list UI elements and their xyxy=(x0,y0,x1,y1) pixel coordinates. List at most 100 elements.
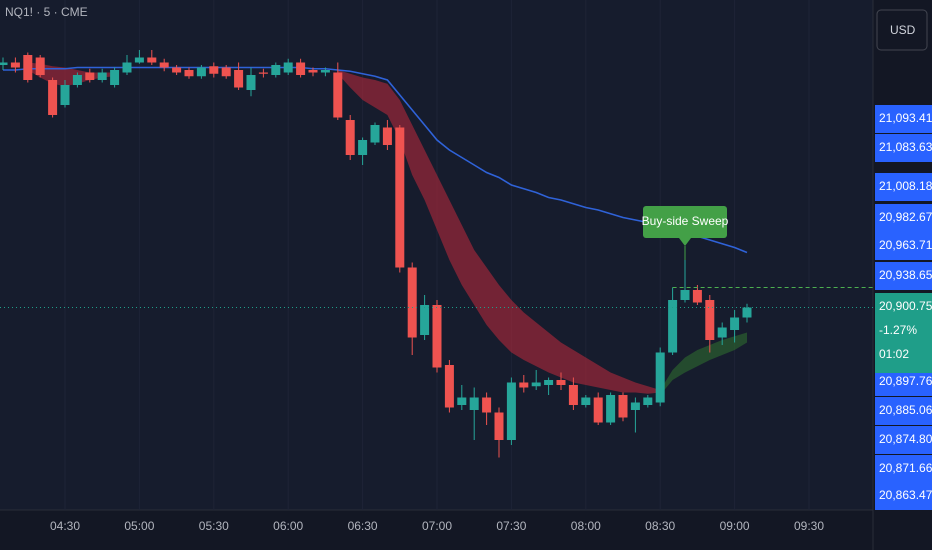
candle-body xyxy=(159,62,169,68)
candle-body xyxy=(581,397,591,405)
candle-body xyxy=(730,317,740,330)
candle-body xyxy=(444,365,454,408)
x-tick-label: 07:00 xyxy=(422,519,452,533)
x-tick-label: 04:30 xyxy=(50,519,80,533)
candle-body xyxy=(296,62,306,75)
price-label: 20,982.67 xyxy=(879,210,932,224)
price-label: 20,938.65 xyxy=(879,268,932,282)
x-tick-label: 08:00 xyxy=(571,519,601,533)
candle-body xyxy=(209,66,219,74)
candle-body xyxy=(234,70,244,88)
candle-body xyxy=(258,72,268,74)
x-tick-label: 08:30 xyxy=(645,519,675,533)
candle-body xyxy=(717,327,727,338)
price-label: 21,008.18 xyxy=(879,179,932,193)
x-tick-label: 07:30 xyxy=(496,519,526,533)
price-label: 20,885.06 xyxy=(879,403,932,417)
annotation-text: Buy-side Sweep xyxy=(642,214,729,228)
candle-body xyxy=(345,120,355,155)
candle-body xyxy=(184,70,194,77)
candle-body xyxy=(531,382,541,387)
price-label-bg xyxy=(875,232,932,260)
candle-body xyxy=(72,75,82,85)
candle-body xyxy=(134,57,144,63)
plot: Buy-side Sweep xyxy=(0,50,873,458)
price-label-bg xyxy=(875,262,932,290)
candle-body xyxy=(48,80,58,115)
candle-body xyxy=(382,127,392,145)
candle-body xyxy=(10,62,20,68)
candle-body xyxy=(283,62,293,73)
candle-body xyxy=(668,300,678,353)
x-tick-label: 06:30 xyxy=(348,519,378,533)
price-label-bg xyxy=(875,173,932,201)
candle-body xyxy=(246,75,256,90)
price-label: 21,093.41 xyxy=(879,111,932,125)
last-price-text: 20,900.75 xyxy=(879,299,932,313)
currency-button[interactable] xyxy=(876,9,928,51)
candle-body xyxy=(320,70,330,73)
cloud-band xyxy=(660,332,747,395)
candle-body xyxy=(568,385,578,405)
candle-body xyxy=(593,397,603,423)
candle-body xyxy=(630,402,640,410)
candle-body xyxy=(395,127,405,268)
time-axis-bg xyxy=(0,510,873,550)
candle-body xyxy=(556,380,566,385)
candle-body xyxy=(370,125,380,143)
candle-body xyxy=(420,305,430,335)
candle-body xyxy=(221,67,231,77)
x-tick-label: 09:30 xyxy=(794,519,824,533)
candle-body xyxy=(97,72,107,80)
candle-body xyxy=(407,267,417,338)
price-label-bg xyxy=(875,204,932,232)
price-label-bg xyxy=(875,426,932,454)
candle-body xyxy=(482,397,492,413)
candle-body xyxy=(110,70,120,85)
currency-label[interactable]: USD xyxy=(890,23,916,37)
candle-body xyxy=(122,62,132,73)
candle-body xyxy=(196,67,206,77)
x-tick-label: 05:00 xyxy=(124,519,154,533)
symbol-title: NQ1! · 5 · CME xyxy=(5,5,88,19)
price-label-bg xyxy=(875,455,932,483)
price-label: 21,083.63 xyxy=(879,140,932,154)
annotation-box xyxy=(643,206,727,238)
price-label-bg xyxy=(875,134,932,162)
price-label: 20,863.47 xyxy=(879,488,932,502)
candle-body xyxy=(618,395,628,418)
candle-body xyxy=(0,62,8,65)
candle-body xyxy=(494,412,504,440)
candle-body xyxy=(147,57,157,63)
candle-body xyxy=(544,380,554,385)
candle-body xyxy=(35,57,45,75)
price-label-bg xyxy=(875,105,932,133)
candle-body xyxy=(23,55,33,80)
candle-body xyxy=(742,307,752,318)
last-price-text: -1.27% xyxy=(879,323,917,337)
price-label-bg xyxy=(875,482,932,510)
price-label: 20,874.80 xyxy=(879,432,932,446)
candle-body xyxy=(506,382,516,440)
candle-body xyxy=(457,397,467,405)
candle-body xyxy=(680,290,690,300)
cloud-band xyxy=(337,70,661,394)
candle-body xyxy=(60,85,70,105)
candle-body xyxy=(606,395,616,423)
price-label-bg xyxy=(875,397,932,425)
candle-body xyxy=(308,70,318,73)
price-label: 20,897.76 xyxy=(879,374,932,388)
candle-body xyxy=(358,140,368,155)
annotation-pointer xyxy=(679,238,691,246)
candle-body xyxy=(519,382,529,388)
x-tick-label: 06:00 xyxy=(273,519,303,533)
candle-body xyxy=(705,300,715,340)
x-tick-label: 09:00 xyxy=(720,519,750,533)
candle-body xyxy=(85,72,95,80)
candle-body xyxy=(333,72,343,118)
price-label: 20,963.71 xyxy=(879,238,932,252)
candle-body xyxy=(692,290,702,303)
price-label: 20,871.66 xyxy=(879,461,932,475)
candle-body xyxy=(643,397,653,405)
candle-body xyxy=(432,305,442,368)
